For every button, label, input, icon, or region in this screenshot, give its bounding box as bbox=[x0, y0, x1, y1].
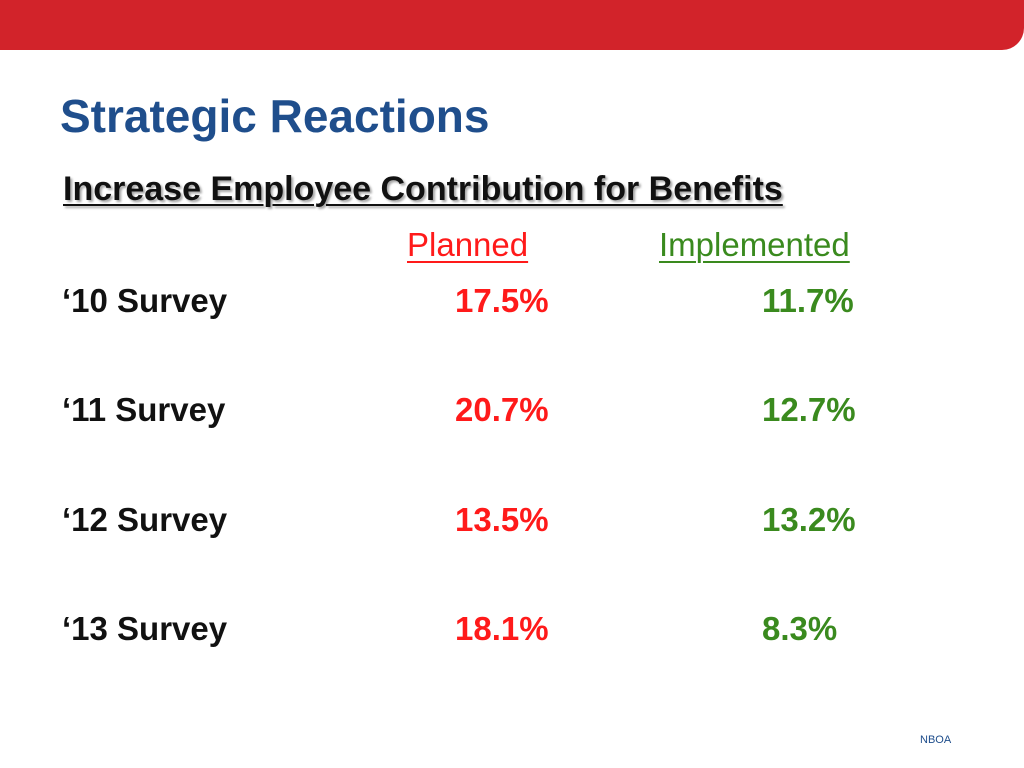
survey-label: ‘13 Survey bbox=[62, 610, 228, 647]
planned-value: 20.7% bbox=[455, 391, 549, 428]
planned-value: 17.5% bbox=[455, 282, 549, 319]
footer-org-name: NBOA bbox=[920, 734, 952, 746]
survey-label: ‘10 Survey bbox=[62, 282, 228, 319]
table-row: ‘12 Survey 13.5% 13.2% bbox=[0, 497, 1024, 543]
column-header-implemented: Implemented bbox=[659, 226, 850, 263]
slide-title: Strategic Reactions bbox=[60, 90, 490, 142]
slide-subtitle: Increase Employee Contribution for Benef… bbox=[63, 170, 783, 208]
implemented-value: 8.3% bbox=[762, 610, 838, 647]
planned-value: 18.1% bbox=[455, 610, 549, 647]
table-row: ‘11 Survey 20.7% 12.7% bbox=[0, 387, 1024, 433]
table-row: ‘10 Survey 17.5% 11.7% bbox=[0, 278, 1024, 324]
planned-value: 13.5% bbox=[455, 501, 549, 538]
table-row: ‘13 Survey 18.1% 8.3% bbox=[0, 606, 1024, 652]
implemented-value: 11.7% bbox=[762, 282, 854, 319]
implemented-value: 12.7% bbox=[762, 391, 856, 428]
survey-label: ‘11 Survey bbox=[62, 391, 226, 428]
survey-label: ‘12 Survey bbox=[62, 501, 228, 538]
header-band bbox=[0, 0, 1024, 50]
implemented-value: 13.2% bbox=[762, 501, 856, 538]
column-header-planned: Planned bbox=[407, 226, 529, 263]
